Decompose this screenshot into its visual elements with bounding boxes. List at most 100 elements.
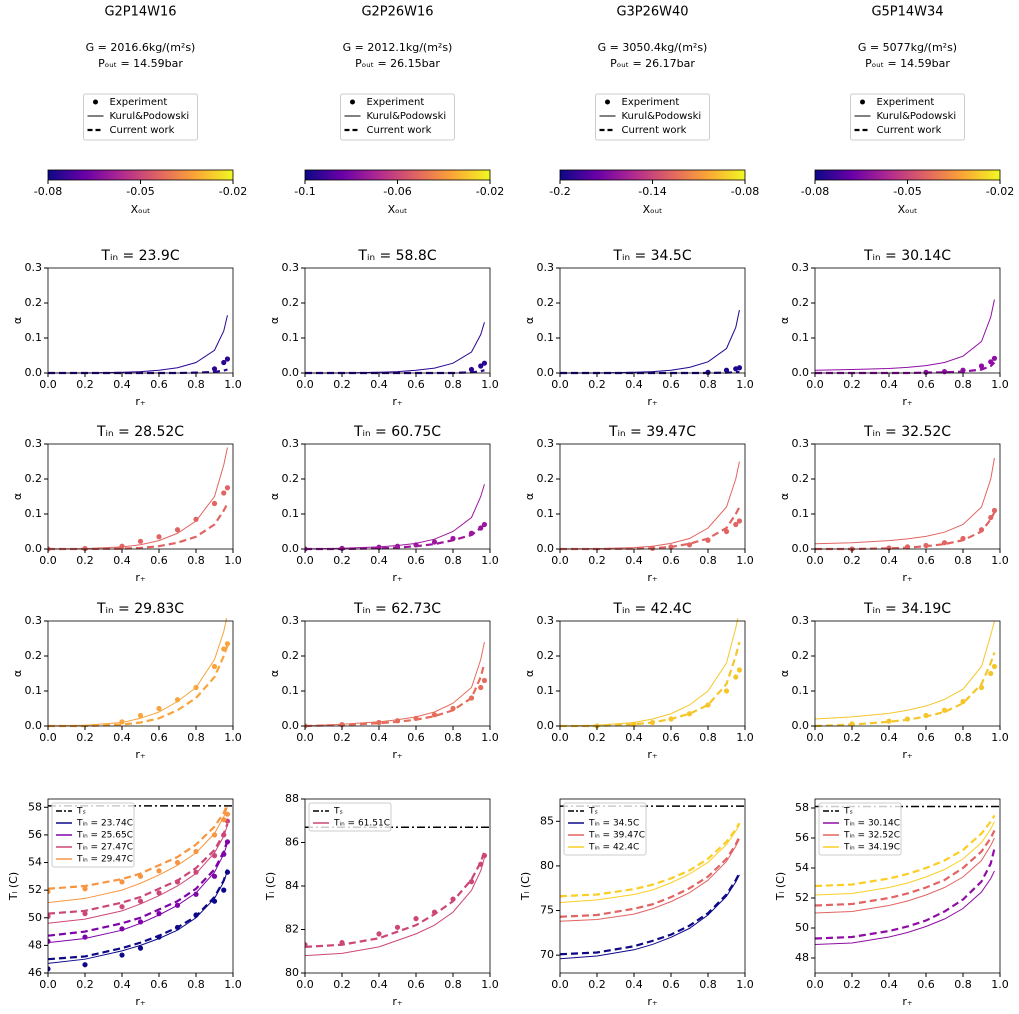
panel: Tᵢₙ = 34.19C 0.0 0.2 0.4 0.6 0.8 1.0 0.0 0.1 0.2 0… xyxy=(778,601,1009,761)
x-tick-label: 1.0 xyxy=(736,378,754,391)
plot-area xyxy=(48,447,231,552)
y-tick-label: 0.2 xyxy=(25,649,43,662)
panel-title: Tᵢₙ = 30.14C xyxy=(863,248,951,264)
panel: Tᵢₙ = 28.52C 0.0 0.2 0.4 0.6 0.8 1.0 0.0 0.1 0.2 0… xyxy=(11,424,242,584)
x-tick-label: 0.0 xyxy=(39,731,57,744)
plot-area xyxy=(305,484,488,552)
y-tick-label: 80 xyxy=(540,859,554,872)
x-tick-label: 0.4 xyxy=(880,731,898,744)
y-tick-label: 0.0 xyxy=(792,719,810,732)
y-tick-label: 52 xyxy=(28,883,42,896)
x-tick-label: 0.8 xyxy=(187,978,205,991)
legend-label: Current work xyxy=(877,125,942,136)
kurul-line xyxy=(48,618,228,727)
mass-flux: G = 2012.1kg/(m²s) xyxy=(343,41,453,54)
experiment-point xyxy=(431,909,438,915)
x-tick-label: 0.8 xyxy=(187,554,205,567)
colorbar-tick-label: -0.1 xyxy=(294,185,315,198)
y-tick-label: 0.3 xyxy=(792,437,810,450)
y-tick-label: 0.0 xyxy=(25,719,43,732)
y-tick-label: 0.2 xyxy=(282,296,300,309)
column-title: G5P14W34 xyxy=(871,5,943,20)
legend-label: Experiment xyxy=(367,97,425,108)
x-tick-label: 0.0 xyxy=(296,554,314,567)
y-axis-label: α xyxy=(778,317,791,324)
panel: Tᵢₙ = 39.47C 0.0 0.2 0.4 0.6 0.8 1.0 0.0 0.1 0.2 0… xyxy=(523,424,754,584)
panel-title: Tᵢₙ = 39.47C xyxy=(608,424,696,440)
x-tick-label: 1.0 xyxy=(481,378,499,391)
panel-title: Tᵢₙ = 32.52C xyxy=(863,424,951,440)
legend-label: Tₛ xyxy=(843,807,853,817)
experiment-point xyxy=(705,702,711,708)
panel-title: Tᵢₙ = 42.4C xyxy=(612,601,691,617)
experiment-point xyxy=(119,926,125,932)
legend-label: Tᵢₙ = 61.51C xyxy=(333,819,390,829)
experiment-point xyxy=(904,544,911,550)
y-tick-label: 46 xyxy=(28,966,42,979)
experiment-point xyxy=(137,945,144,951)
plot-area xyxy=(815,620,998,728)
x-tick-label: 1.0 xyxy=(736,554,754,567)
experiment-point xyxy=(48,938,51,944)
y-tick-label: 58 xyxy=(28,800,42,813)
y-tick-label: 0.2 xyxy=(282,472,300,485)
current-work-line xyxy=(560,506,741,551)
panel-title: Tᵢₙ = 29.83C xyxy=(96,601,184,617)
experiment-point xyxy=(736,667,743,673)
kurul-line xyxy=(305,641,485,727)
experiment-point xyxy=(736,518,743,524)
experiment-point xyxy=(193,848,199,855)
experiment-point xyxy=(468,695,475,701)
x-tick-label: 0.6 xyxy=(407,378,425,391)
experiment-point xyxy=(413,715,419,721)
x-tick-label: 0.6 xyxy=(150,978,168,991)
plot-area xyxy=(48,315,231,375)
experiment-point xyxy=(211,366,218,372)
x-tick-label: 0.2 xyxy=(76,554,94,567)
legend-marker xyxy=(860,99,865,105)
legend-box xyxy=(308,802,392,832)
legend-box xyxy=(83,93,198,141)
x-tick-label: 0.2 xyxy=(843,731,861,744)
x-tick-label: 0.0 xyxy=(39,978,57,991)
y-tick-label: 0.3 xyxy=(25,614,43,627)
experiment-point xyxy=(849,721,855,727)
axes-frame xyxy=(304,443,491,550)
x-tick-label: 0.8 xyxy=(444,978,462,991)
experiment-point xyxy=(468,879,475,885)
mass-flux: G = 5077kg/(m²s) xyxy=(858,41,957,54)
experiment-point xyxy=(631,721,637,727)
kurul-line xyxy=(815,821,995,896)
experiment-point xyxy=(193,912,199,918)
experiment-point xyxy=(376,931,382,937)
x-axis-label: r₊ xyxy=(135,748,146,761)
experiment-point xyxy=(174,527,181,533)
x-tick-label: 0.4 xyxy=(370,554,388,567)
x-tick-label: 1.0 xyxy=(481,978,499,991)
experiment-point xyxy=(668,544,674,550)
column-title: G2P26W16 xyxy=(361,5,433,20)
y-tick-label: 50 xyxy=(795,921,809,934)
x-tick-label: 0.8 xyxy=(444,731,462,744)
experiment-point xyxy=(886,718,892,724)
colorbar-tick-label: -0.05 xyxy=(893,185,921,198)
kurul-line xyxy=(815,837,995,914)
colorbar-label: Xₒᵤₜ xyxy=(131,203,151,216)
experiment-point xyxy=(705,369,711,375)
legend-label: Tᵢₙ = 30.14C xyxy=(843,819,900,829)
x-tick-label: 0.8 xyxy=(954,978,972,991)
experiment-point xyxy=(478,861,484,867)
x-tick-label: 0.2 xyxy=(588,978,606,991)
experiment-point xyxy=(978,363,985,369)
experiment-point xyxy=(221,646,227,652)
legend-box xyxy=(51,802,135,868)
y-tick-label: 0.3 xyxy=(25,261,43,274)
panel: Tᵢₙ = 58.8C 0.0 0.2 0.4 0.6 0.8 1.0 0.0 0.1 0.2 0.… xyxy=(268,248,499,408)
y-axis-label: α xyxy=(11,670,24,677)
experiment-point xyxy=(156,534,162,540)
y-tick-label: 0.1 xyxy=(25,684,43,697)
experiment-point xyxy=(904,716,911,722)
legend-label: Current work xyxy=(367,125,432,136)
axes-frame xyxy=(559,443,746,550)
experiment-point xyxy=(137,538,144,544)
